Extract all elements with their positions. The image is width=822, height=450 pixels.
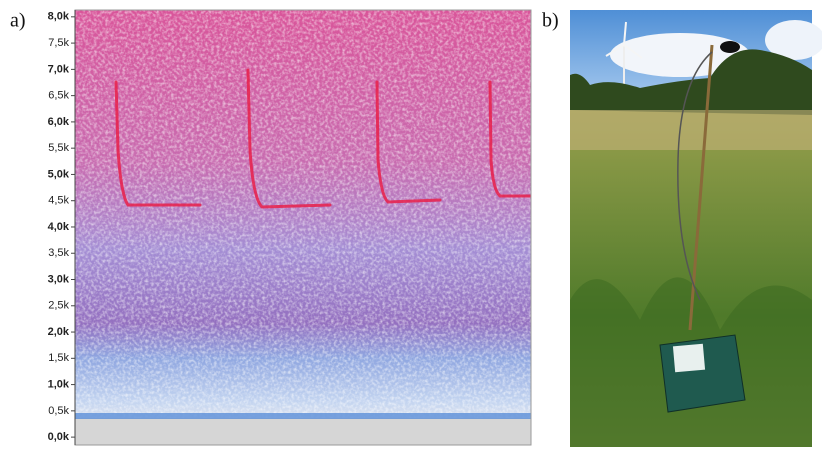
y-tick-label: 4,5k xyxy=(48,195,69,207)
spectrogram xyxy=(74,9,532,446)
pole xyxy=(688,44,714,331)
meadow xyxy=(570,110,812,150)
y-tick-label: 7,0k xyxy=(48,63,70,75)
y-tick-label: 5,5k xyxy=(48,142,69,154)
y-tick-label: 5,0k xyxy=(48,168,70,180)
hum-line xyxy=(75,413,531,419)
microphone xyxy=(720,41,740,53)
y-tick-label: 0,5k xyxy=(48,405,69,417)
cloud xyxy=(610,33,750,77)
y-tick-label: 1,5k xyxy=(48,352,69,364)
cloud xyxy=(765,20,822,60)
calls xyxy=(114,68,532,209)
turbine-blades xyxy=(605,21,643,59)
y-tick-label: 2,0k xyxy=(48,326,70,338)
recorder-label xyxy=(672,343,706,373)
y-tick-label: 0,0k xyxy=(48,431,70,443)
cable xyxy=(677,51,713,301)
y-tick-label: 3,5k xyxy=(48,247,69,259)
spectrogram-noise xyxy=(75,10,531,445)
y-tick-label: 2,5k xyxy=(48,300,69,312)
panel-label: a) xyxy=(10,10,26,32)
y-tick-label: 8,0k xyxy=(48,11,70,23)
panel-label: b) xyxy=(542,10,559,32)
y-tick-label: 1,0k xyxy=(48,378,70,390)
y-tick-label: 4,0k xyxy=(48,221,70,233)
y-tick-label: 7,5k xyxy=(48,37,69,49)
y-tick-label: 3,0k xyxy=(48,273,70,285)
y-tick-label: 6,5k xyxy=(48,90,69,102)
low-band xyxy=(75,418,531,445)
photo xyxy=(570,10,822,447)
y-tick-label: 6,0k xyxy=(48,116,70,128)
